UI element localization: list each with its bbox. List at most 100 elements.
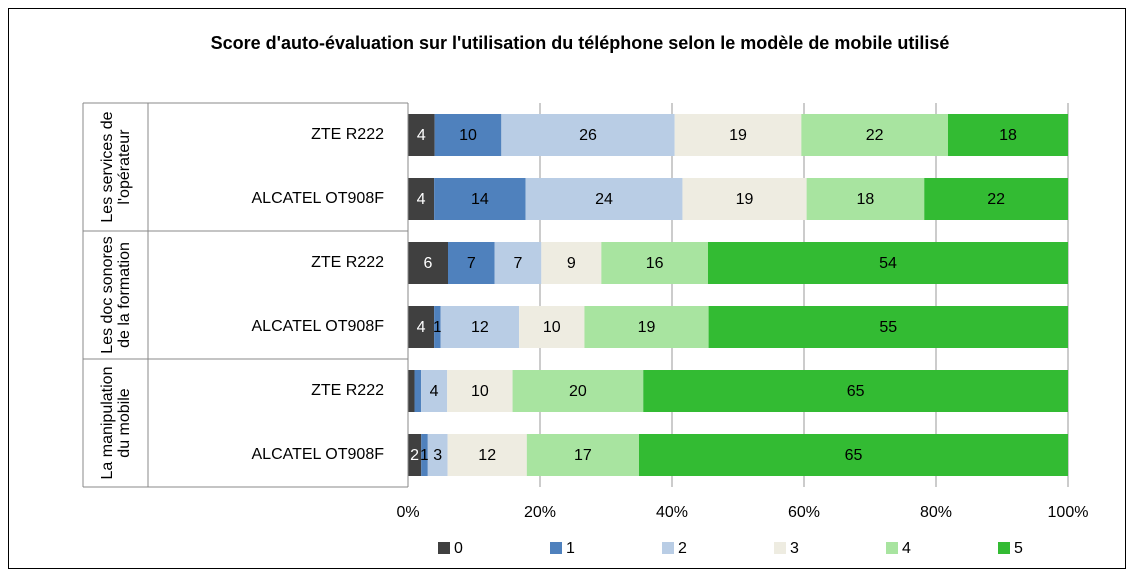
x-tick-label: 100%	[1048, 504, 1089, 521]
data-label: 22	[987, 191, 1005, 208]
bar-segment	[601, 242, 708, 284]
data-label: 4	[417, 127, 426, 144]
data-label: 19	[638, 319, 656, 336]
y-tick-label: ZTE R222	[311, 382, 384, 399]
legend-label: 2	[678, 540, 687, 557]
bar-segment	[408, 178, 435, 220]
data-label: 10	[471, 383, 489, 400]
bar-segment	[924, 178, 1068, 220]
data-label: 24	[595, 191, 613, 208]
bar-segment	[434, 114, 502, 156]
data-label: 4	[417, 191, 426, 208]
bar-segment	[948, 114, 1068, 156]
frame-border	[8, 8, 1126, 569]
x-tick-label: 60%	[788, 504, 820, 521]
chart-title: Score d'auto-évaluation sur l'utilisatio…	[210, 33, 950, 53]
legend-label: 3	[790, 540, 799, 557]
bar-segment	[674, 114, 802, 156]
bar-segment	[408, 434, 422, 476]
bar-segment	[440, 306, 520, 348]
data-label: 18	[999, 127, 1017, 144]
data-label: 19	[729, 127, 747, 144]
bar-segment	[408, 370, 415, 412]
bar-segment	[541, 242, 602, 284]
x-tick-label: 0%	[396, 504, 419, 521]
data-label: 9	[567, 255, 576, 272]
x-tick-label: 80%	[920, 504, 952, 521]
bar-segment	[584, 306, 709, 348]
bar-segment	[434, 178, 526, 220]
legend-label: 0	[454, 540, 463, 557]
legend-swatch	[998, 542, 1010, 554]
bar-segment	[643, 370, 1068, 412]
data-label: 18	[857, 191, 875, 208]
data-label: 19	[736, 191, 754, 208]
data-label: 4	[430, 383, 439, 400]
bar-segment	[801, 114, 948, 156]
bar-segment	[448, 242, 495, 284]
legend-swatch	[662, 542, 674, 554]
bar-segment	[639, 434, 1068, 476]
data-label: 4	[417, 319, 426, 336]
data-label: 17	[574, 447, 592, 464]
data-label: 1	[433, 319, 442, 336]
x-tick-label: 40%	[656, 504, 688, 521]
legend-label: 1	[566, 540, 575, 557]
bar-segment	[708, 242, 1068, 284]
bar-segment	[519, 306, 585, 348]
group-label: Les doc sonores de la formation	[99, 236, 133, 354]
bar-segment	[421, 370, 448, 412]
legend-swatch	[774, 542, 786, 554]
data-label: 10	[543, 319, 561, 336]
bar-segment	[414, 370, 422, 412]
data-label: 7	[514, 255, 523, 272]
bar-segment	[526, 434, 639, 476]
data-label: 14	[471, 191, 489, 208]
legend-label: 4	[902, 540, 911, 557]
group-label: La manipulation du mobile	[99, 366, 133, 480]
bar-segment	[447, 434, 527, 476]
y-tick-label: ZTE R222	[311, 126, 384, 143]
bar-segment	[708, 306, 1068, 348]
bar-segment	[427, 434, 448, 476]
y-tick-label: ALCATEL OT908F	[252, 190, 385, 207]
bar-segment	[408, 114, 435, 156]
bar-segment	[682, 178, 807, 220]
data-label: 10	[459, 127, 477, 144]
group-label: Les services de l'opérateur	[99, 111, 133, 223]
x-tick-label: 20%	[524, 504, 556, 521]
data-label: 2	[410, 447, 419, 464]
legend-swatch	[886, 542, 898, 554]
data-label: 3	[433, 447, 442, 464]
bar-segment	[421, 434, 428, 476]
bar-segment	[434, 306, 441, 348]
y-tick-label: ALCATEL OT908F	[252, 318, 385, 335]
bar-segment	[512, 370, 644, 412]
data-label: 12	[471, 319, 489, 336]
data-label: 26	[579, 127, 597, 144]
y-tick-label: ALCATEL OT908F	[252, 446, 385, 463]
y-tick-label: ZTE R222	[311, 254, 384, 271]
data-label: 1	[420, 447, 429, 464]
data-label: 22	[866, 127, 884, 144]
legend-label: 5	[1014, 540, 1023, 557]
bar-segment	[408, 242, 448, 284]
bar-segment	[501, 114, 675, 156]
bar-segment	[806, 178, 925, 220]
data-label: 55	[879, 319, 897, 336]
data-label: 65	[845, 447, 863, 464]
data-label: 54	[879, 255, 897, 272]
data-label: 20	[569, 383, 587, 400]
legend-swatch	[550, 542, 562, 554]
data-label: 16	[646, 255, 664, 272]
bar-segment	[494, 242, 542, 284]
legend-swatch	[438, 542, 450, 554]
data-label: 65	[847, 383, 865, 400]
data-label: 7	[467, 255, 476, 272]
bar-segment	[525, 178, 683, 220]
data-label: 6	[424, 255, 433, 272]
data-label: 12	[478, 447, 496, 464]
bar-segment	[447, 370, 513, 412]
